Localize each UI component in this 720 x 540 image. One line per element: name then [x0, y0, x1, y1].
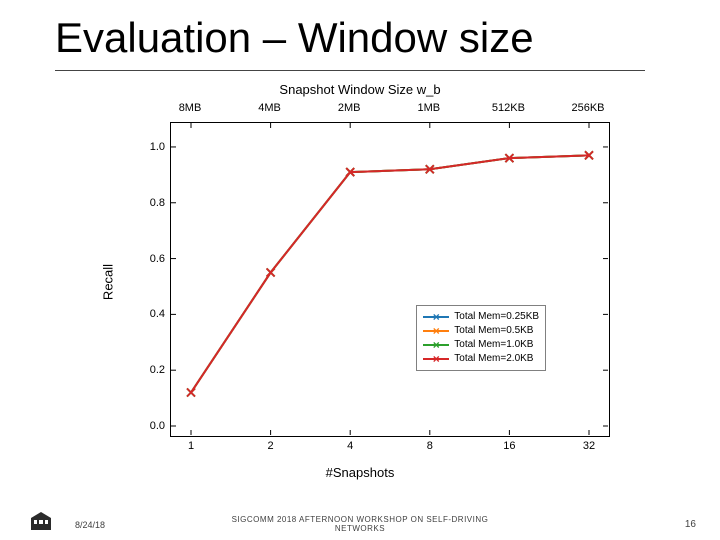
- legend-swatch: ×: [423, 311, 449, 323]
- legend-row: × Total Mem=2.0KB: [423, 352, 539, 366]
- plot-svg: [171, 123, 609, 436]
- top-tick-label: 8MB: [179, 102, 202, 114]
- legend-swatch: ×: [423, 353, 449, 365]
- footer: 8/24/18 SIGCOMM 2018 AFTERNOON WORKSHOP …: [0, 506, 720, 534]
- chart-top-title: Snapshot Window Size w_b: [90, 82, 630, 97]
- top-tick-label: 2MB: [338, 102, 361, 114]
- footer-page-number: 16: [685, 519, 696, 530]
- top-axis: 8MB 4MB 2MB 1MB 512KB 256KB: [170, 102, 610, 118]
- y-tick-label: 1.0: [150, 141, 171, 153]
- y-tick-label: 0.2: [150, 364, 171, 376]
- legend-swatch: ×: [423, 325, 449, 337]
- y-tick-label: 0.8: [150, 197, 171, 209]
- x-tick-label: 4: [347, 436, 353, 452]
- footer-center-line1: SIGCOMM 2018 AFTERNOON WORKSHOP ON SELF-…: [232, 515, 489, 524]
- top-tick-label: 512KB: [492, 102, 525, 114]
- legend-swatch: ×: [423, 339, 449, 351]
- legend-row: × Total Mem=0.25KB: [423, 310, 539, 324]
- x-tick-label: 32: [583, 436, 595, 452]
- x-tick-label: 8: [427, 436, 433, 452]
- legend-label: Total Mem=0.25KB: [454, 311, 539, 322]
- top-tick-label: 256KB: [571, 102, 604, 114]
- slide-title: Evaluation – Window size: [55, 14, 534, 62]
- x-tick-label: 16: [503, 436, 515, 452]
- plot-area: × Total Mem=0.25KB × Total Mem=0.5KB × Total …: [170, 122, 610, 437]
- x-axis-label: #Snapshots: [90, 465, 630, 480]
- y-axis-label: Recall: [101, 264, 116, 300]
- legend: × Total Mem=0.25KB × Total Mem=0.5KB × Total …: [416, 305, 546, 371]
- legend-label: Total Mem=0.5KB: [454, 325, 533, 336]
- legend-row: × Total Mem=0.5KB: [423, 324, 539, 338]
- title-underline: [55, 70, 645, 71]
- legend-label: Total Mem=2.0KB: [454, 353, 533, 364]
- top-tick-label: 1MB: [417, 102, 440, 114]
- footer-center: SIGCOMM 2018 AFTERNOON WORKSHOP ON SELF-…: [0, 515, 720, 534]
- x-tick-label: 1: [188, 436, 194, 452]
- y-tick-label: 0.6: [150, 253, 171, 265]
- legend-label: Total Mem=1.0KB: [454, 339, 533, 350]
- legend-row: × Total Mem=1.0KB: [423, 338, 539, 352]
- chart: Snapshot Window Size w_b 8MB 4MB 2MB 1MB 512…: [90, 82, 630, 482]
- x-tick-label: 2: [268, 436, 274, 452]
- y-tick-label: 0.0: [150, 420, 171, 432]
- footer-center-line2: NETWORKS: [335, 524, 385, 533]
- y-tick-label: 0.4: [150, 308, 171, 320]
- top-tick-label: 4MB: [258, 102, 281, 114]
